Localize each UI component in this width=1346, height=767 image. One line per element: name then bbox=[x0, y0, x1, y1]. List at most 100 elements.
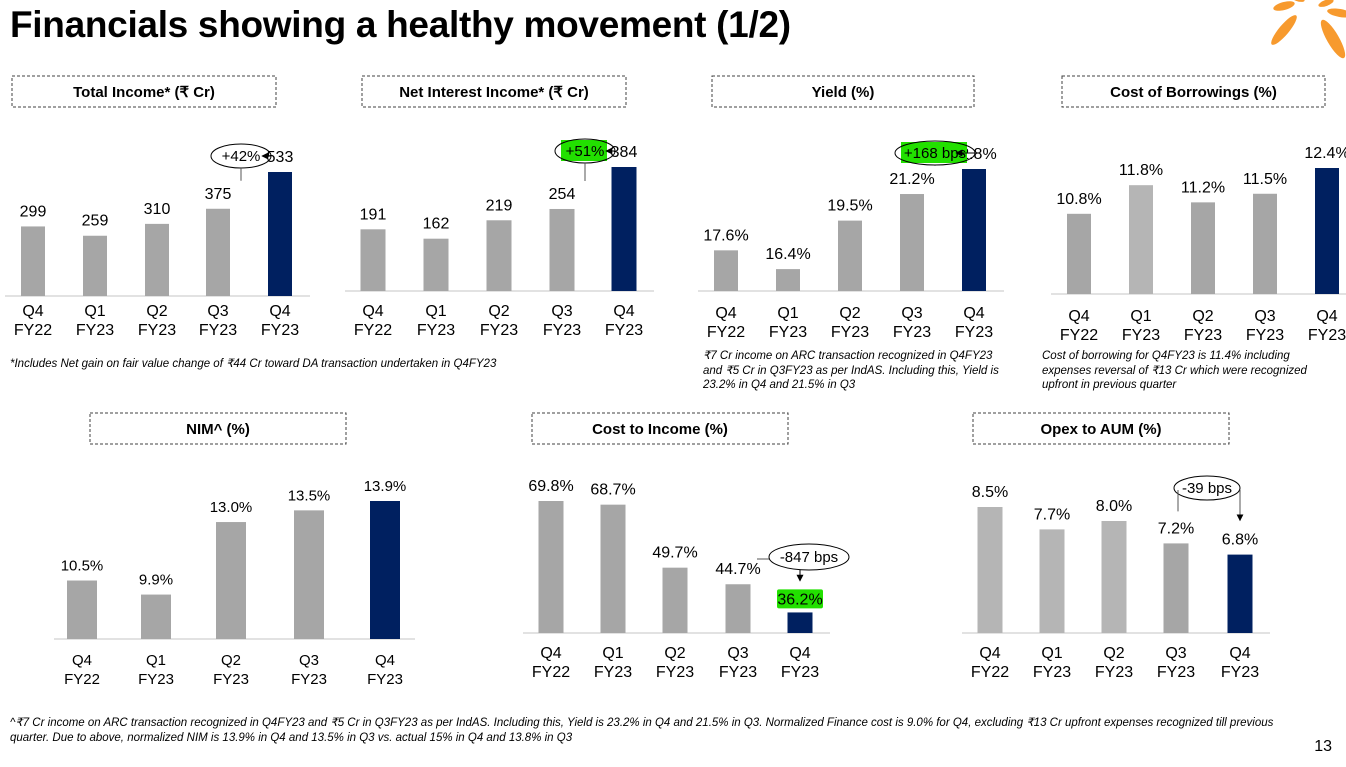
category-label: Q4 bbox=[963, 305, 984, 322]
data-label: 254 bbox=[549, 186, 576, 203]
bar bbox=[600, 504, 626, 633]
category-label: Q4 bbox=[540, 645, 561, 662]
bar bbox=[294, 510, 324, 639]
bar bbox=[977, 507, 1003, 633]
category-label: Q1 bbox=[84, 303, 105, 320]
category-label: Q3 bbox=[299, 652, 319, 669]
bar bbox=[1039, 529, 1065, 633]
category-label: Q1 bbox=[146, 652, 166, 669]
category-label: Q3 bbox=[901, 305, 922, 322]
chart-title-box bbox=[1061, 75, 1326, 108]
category-label: FY23 bbox=[199, 322, 237, 339]
category-label: Q4 bbox=[1068, 308, 1089, 325]
category-label: Q1 bbox=[425, 303, 446, 320]
category-label: FY22 bbox=[354, 322, 392, 339]
category-label: Q2 bbox=[1103, 645, 1124, 662]
category-label: FY23 bbox=[719, 664, 757, 681]
data-label: 68.7% bbox=[590, 482, 635, 499]
note-cost-of-borrowings: Cost of borrowing for Q4FY23 is 11.4% in… bbox=[1042, 350, 1307, 391]
page-number: 13 bbox=[1314, 738, 1332, 755]
category-label: FY23 bbox=[1308, 327, 1346, 344]
chart-title: Cost of Borrowings (%) bbox=[1110, 84, 1277, 101]
chart-opex-to-aum: Opex to AUM (%) 8.5% Q4 FY22 7.7% Q1 FY23 8.0% Q… bbox=[962, 412, 1270, 681]
bar bbox=[83, 235, 107, 296]
data-label: 36.2% bbox=[777, 591, 822, 608]
annotation-label: +51% bbox=[566, 143, 605, 160]
bar bbox=[1101, 521, 1127, 633]
page-title: Financials showing a healthy movement (1… bbox=[10, 4, 791, 45]
category-label: FY23 bbox=[213, 671, 249, 688]
bar bbox=[67, 580, 97, 639]
annotation-highlight bbox=[561, 140, 607, 161]
annotation-label: +42% bbox=[222, 148, 261, 165]
category-label: FY23 bbox=[1221, 664, 1259, 681]
bar bbox=[962, 169, 986, 291]
data-label: 49.7% bbox=[652, 545, 697, 562]
category-label: FY23 bbox=[1122, 327, 1160, 344]
data-label: 8.5% bbox=[972, 484, 1008, 501]
bar bbox=[1067, 213, 1091, 294]
bar bbox=[549, 208, 575, 291]
category-label: Q4 bbox=[72, 652, 92, 669]
chart-cost-to-income: Cost to Income (%) 69.8% Q4 FY22 68.7% Q1 FY23… bbox=[523, 412, 850, 681]
category-label: FY23 bbox=[76, 322, 114, 339]
category-label: FY22 bbox=[532, 664, 570, 681]
data-label: 13.9% bbox=[364, 478, 407, 495]
bar bbox=[21, 226, 45, 296]
category-label: FY23 bbox=[367, 671, 403, 688]
bar bbox=[662, 567, 688, 633]
category-label: Q1 bbox=[1041, 645, 1062, 662]
category-label: FY23 bbox=[656, 664, 694, 681]
chart-title: Opex to AUM (%) bbox=[1040, 421, 1161, 438]
category-label: Q4 bbox=[22, 303, 43, 320]
data-label: 9.9% bbox=[139, 572, 173, 589]
chart-title-box bbox=[11, 75, 277, 108]
chart-title-box bbox=[972, 412, 1230, 445]
category-label: FY22 bbox=[14, 322, 52, 339]
bar bbox=[725, 584, 751, 633]
data-label: 17.6% bbox=[703, 227, 748, 244]
bar bbox=[268, 172, 292, 296]
data-label: 16.4% bbox=[765, 246, 810, 263]
data-label: 21.2% bbox=[889, 171, 934, 188]
data-label: 19.5% bbox=[827, 198, 872, 215]
category-label: Q1 bbox=[1130, 308, 1151, 325]
category-label: Q3 bbox=[727, 645, 748, 662]
category-label: FY22 bbox=[971, 664, 1009, 681]
bar bbox=[1227, 554, 1253, 633]
bar bbox=[216, 522, 246, 639]
bar bbox=[486, 220, 512, 291]
bar bbox=[206, 208, 230, 296]
data-label: 69.8% bbox=[528, 478, 573, 495]
chart-title-box bbox=[361, 75, 627, 108]
category-label: FY23 bbox=[1246, 327, 1284, 344]
data-label: 8.0% bbox=[1096, 498, 1132, 515]
category-label: Q2 bbox=[664, 645, 685, 662]
data-label: 11.5% bbox=[1243, 171, 1287, 188]
category-label: FY22 bbox=[64, 671, 100, 688]
category-label: Q2 bbox=[839, 305, 860, 322]
chart-title: Net Interest Income* (₹ Cr) bbox=[399, 84, 589, 101]
annotation-highlight bbox=[901, 142, 967, 163]
bar bbox=[611, 167, 637, 291]
note-yield: ₹7 Cr income on ARC transaction recogniz… bbox=[703, 350, 999, 391]
bar bbox=[838, 220, 862, 291]
category-label: Q4 bbox=[979, 645, 1000, 662]
data-label: 384 bbox=[611, 144, 638, 161]
data-label: 7.2% bbox=[1158, 520, 1194, 537]
bar bbox=[423, 238, 449, 291]
category-label: FY23 bbox=[1095, 664, 1133, 681]
category-label: FY23 bbox=[261, 322, 299, 339]
data-label: 219 bbox=[486, 197, 513, 214]
bar bbox=[714, 250, 738, 291]
category-label: Q4 bbox=[1316, 308, 1337, 325]
chart-title-box bbox=[89, 412, 347, 445]
footnote: ^₹7 Cr income on ARC transaction recogni… bbox=[10, 717, 1274, 744]
bar bbox=[1191, 202, 1215, 294]
chart-title-box bbox=[531, 412, 789, 445]
category-label: FY23 bbox=[831, 324, 869, 341]
category-label: FY23 bbox=[781, 664, 819, 681]
category-label: FY23 bbox=[1033, 664, 1071, 681]
bar bbox=[370, 501, 400, 639]
data-label: 7.7% bbox=[1034, 506, 1070, 523]
